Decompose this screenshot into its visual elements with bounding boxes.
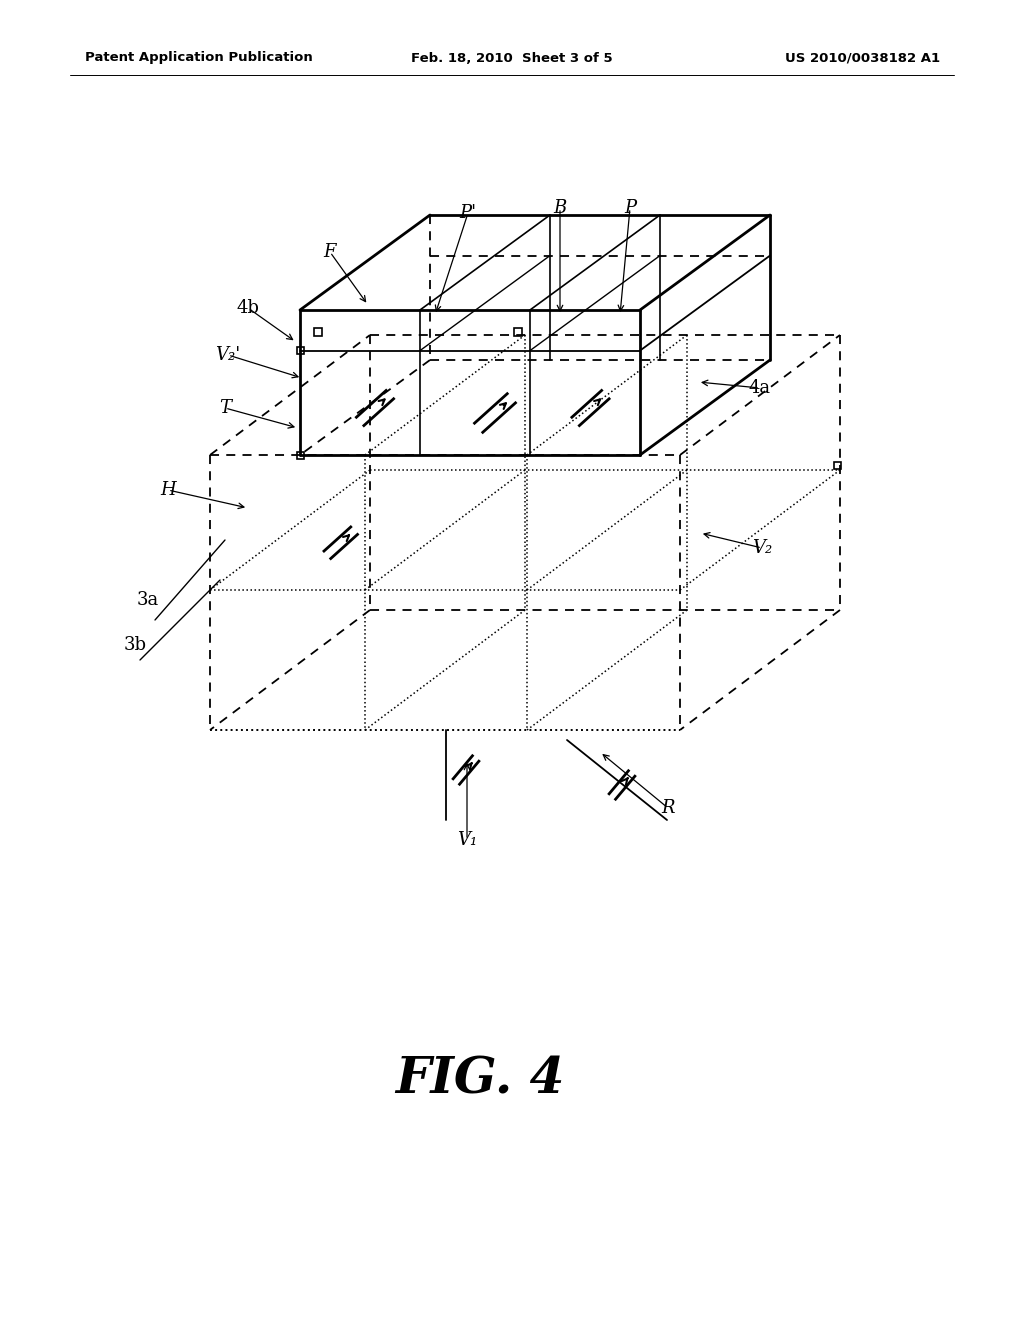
Text: H: H — [160, 480, 176, 499]
Bar — [297, 451, 303, 458]
Text: V₂: V₂ — [752, 539, 772, 557]
Text: Patent Application Publication: Patent Application Publication — [85, 51, 312, 65]
Text: F: F — [324, 243, 336, 261]
Text: 3a: 3a — [137, 591, 159, 609]
Text: P: P — [624, 199, 636, 216]
Text: P': P' — [460, 205, 476, 222]
Text: R: R — [662, 799, 675, 817]
Bar — [834, 462, 841, 469]
Text: T: T — [219, 399, 231, 417]
Text: FIG. 4: FIG. 4 — [395, 1056, 564, 1105]
Text: V₁: V₁ — [457, 832, 477, 849]
Bar — [314, 327, 322, 337]
Text: V₂': V₂' — [215, 346, 241, 364]
Text: US 2010/0038182 A1: US 2010/0038182 A1 — [784, 51, 940, 65]
Text: Feb. 18, 2010  Sheet 3 of 5: Feb. 18, 2010 Sheet 3 of 5 — [412, 51, 612, 65]
Bar — [297, 347, 303, 354]
Text: 3b: 3b — [124, 636, 146, 653]
Bar — [514, 327, 522, 337]
Text: B: B — [553, 199, 566, 216]
Text: 4b: 4b — [237, 300, 259, 317]
Text: 4a: 4a — [749, 379, 771, 397]
